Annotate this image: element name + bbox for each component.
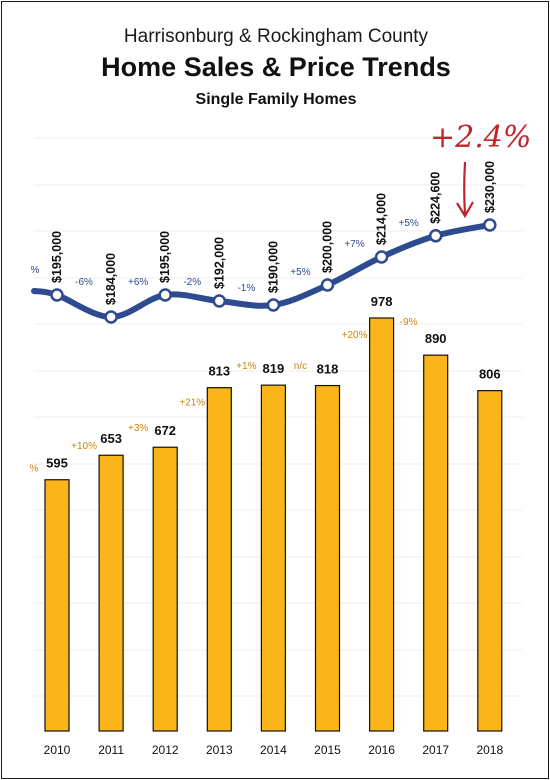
annotation-arrow-head bbox=[456, 201, 474, 219]
bar-value-label: 672 bbox=[154, 423, 176, 438]
bar-value-label: 890 bbox=[425, 331, 447, 346]
x-tick-label: 2014 bbox=[260, 743, 287, 757]
x-tick-label: 2010 bbox=[44, 743, 71, 757]
line-point bbox=[428, 229, 443, 243]
line-value-label: $192,000 bbox=[212, 237, 226, 289]
x-tick-label: 2018 bbox=[476, 743, 503, 757]
chart-subtitle: Single Family Homes bbox=[195, 91, 357, 108]
line-point bbox=[320, 278, 335, 292]
bar-change-label: +3% bbox=[128, 423, 148, 434]
annotation-text: +2.4% bbox=[430, 120, 532, 155]
bar-value-label: 978 bbox=[371, 294, 393, 309]
line-point bbox=[266, 298, 281, 312]
bar bbox=[44, 479, 70, 732]
bar-change-label: +10% bbox=[71, 441, 97, 452]
bar bbox=[314, 384, 341, 732]
line-change-label: +7% bbox=[344, 239, 364, 250]
line-value-label: $190,000 bbox=[266, 241, 280, 293]
bar-change-label: +1% bbox=[236, 361, 256, 372]
bar bbox=[423, 354, 449, 732]
line-change-label: +5% bbox=[290, 267, 310, 278]
line-change-label: -6% bbox=[75, 277, 93, 288]
line-series bbox=[31, 218, 497, 324]
bar-change-labels: % +10% +3% +21% +1% n/c +20% -9% bbox=[30, 317, 418, 475]
line-change-label: -1% bbox=[237, 283, 255, 294]
line-point bbox=[212, 294, 227, 308]
line-change-labels: % -6% +6% -2% -1% +5% +7% +5% bbox=[31, 218, 419, 294]
bar-value-label: 818 bbox=[317, 362, 339, 377]
bar-series bbox=[44, 317, 503, 732]
x-tick-label: 2012 bbox=[152, 743, 179, 757]
bar bbox=[369, 317, 395, 732]
bar-value-label: 819 bbox=[263, 361, 285, 376]
bar-value-labels: 595 653 672 813 819 818 978 890 806 bbox=[46, 294, 501, 471]
bar bbox=[260, 384, 286, 732]
line-change-label: -2% bbox=[183, 277, 201, 288]
bar bbox=[477, 390, 503, 732]
line-point bbox=[374, 250, 389, 264]
bar-value-label: 595 bbox=[46, 456, 68, 471]
bar-change-label: +20% bbox=[342, 330, 368, 341]
line-value-label: $195,000 bbox=[50, 231, 64, 283]
line-change-label: +5% bbox=[399, 218, 419, 229]
line-change-label: +6% bbox=[128, 277, 148, 288]
x-tick-label: 2011 bbox=[98, 743, 124, 757]
line-value-label: $184,000 bbox=[104, 253, 118, 305]
bar bbox=[206, 387, 232, 732]
chart-region-title: Harrisonburg & Rockingham County bbox=[123, 26, 429, 47]
x-tick-label: 2017 bbox=[422, 743, 449, 757]
line-value-label: $200,000 bbox=[321, 221, 335, 273]
line-point bbox=[483, 218, 497, 232]
bar bbox=[152, 446, 178, 732]
bar-change-label: % bbox=[30, 464, 39, 475]
x-tick-label: 2013 bbox=[206, 743, 233, 757]
line-point bbox=[158, 288, 172, 302]
line-value-label: $214,000 bbox=[375, 193, 389, 245]
bar-value-label: 806 bbox=[479, 367, 501, 382]
x-tick-label: 2015 bbox=[314, 743, 341, 757]
annotation-arrow-shaft bbox=[463, 161, 467, 215]
bar bbox=[98, 454, 124, 732]
bar-value-label: 653 bbox=[100, 431, 122, 446]
bar-change-label: -9% bbox=[400, 317, 418, 328]
bar-change-label: +21% bbox=[179, 398, 205, 409]
x-tick-label: 2016 bbox=[368, 743, 395, 757]
line-value-labels: $195,000 $184,000 $195,000 $192,000 $190,000… bbox=[50, 161, 497, 305]
line-value-label: $230,000 bbox=[483, 161, 497, 213]
chart-title: Home Sales & Price Trends bbox=[101, 52, 451, 82]
line-point bbox=[50, 288, 64, 302]
line-value-label: $224,600 bbox=[429, 172, 443, 224]
x-axis: 2010 2011 2012 2013 2014 2015 2016 2017 2018 bbox=[44, 743, 504, 757]
annotation-arrow bbox=[456, 161, 474, 219]
bar-value-label: 813 bbox=[208, 364, 230, 379]
bar-change-label: n/c bbox=[294, 361, 307, 372]
line-point bbox=[104, 310, 118, 324]
line-change-label: % bbox=[31, 265, 40, 276]
line-value-label: $195,000 bbox=[158, 231, 172, 283]
price-line bbox=[31, 222, 493, 321]
